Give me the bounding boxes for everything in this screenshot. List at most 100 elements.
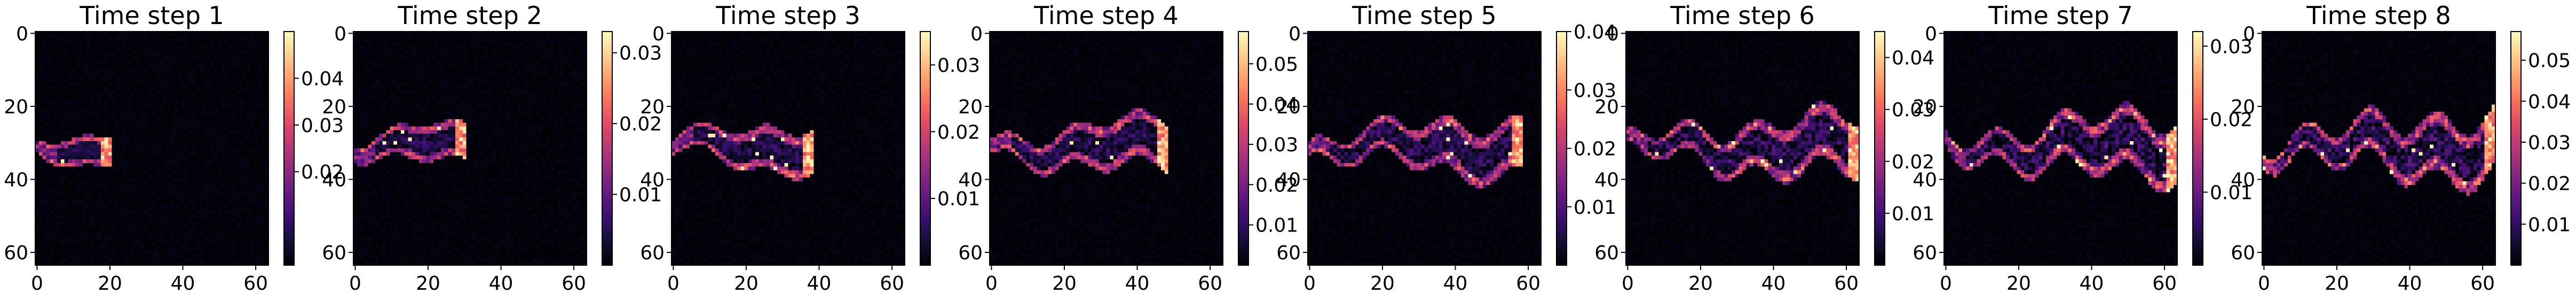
cb-tick-label-5-2: 0.03 [1574,80,1616,102]
plot-frame-1 [35,31,269,266]
panel-5: Time step 50 20 40 6002040600.010.020.030.0… [1276,1,1616,295]
heatmap-image-2 [353,32,587,265]
y-tick-label-7-3: 60 [1913,242,1937,264]
y-tick-label-3-1: 20 [640,96,665,118]
heatmap-image-1 [35,32,268,265]
cb-tick-label-7-1: 0.02 [2210,109,2253,131]
y-tick-label-1-2: 40 [4,169,28,191]
x-tick-label-5-3: 60 [1516,273,1540,295]
colorbar-8 [2511,32,2521,265]
x-tick-label-4-2: 40 [1125,273,1150,295]
x-tick-label-4-3: 60 [1198,273,1222,295]
y-tick-label-8-1: 20 [2231,96,2255,118]
x-tick-label-6-0: 0 [1622,273,1634,295]
y-tick-label-1-3: 60 [4,242,28,264]
x-tick-label-8-2: 40 [2398,273,2422,295]
plot-frame-8 [2262,31,2496,266]
cb-tick-label-8-4: 0.05 [2528,50,2571,72]
colorbar-frame-1 [283,31,295,266]
cb-tick-label-6-0: 0.01 [1892,203,1934,225]
panel-title-2: Time step 2 [397,1,542,30]
colorbar-4 [1238,32,1249,265]
x-tick-label-2-1: 20 [416,273,440,295]
cb-tick-label-3-2: 0.03 [937,55,980,76]
cb-tick-label-1-0: 0.02 [301,161,344,183]
y-tick-label-3-2: 40 [640,169,665,191]
x-tick-label-4-1: 20 [1052,273,1077,295]
x-tick-label-3-1: 20 [734,273,758,295]
heatmap-image-3 [671,32,905,265]
cb-tick-label-6-3: 0.04 [1892,48,1934,70]
panel-title-6: Time step 6 [1670,1,1815,30]
colorbar-frame-6 [1874,31,1885,266]
cb-tick-label-1-2: 0.04 [301,68,344,90]
panel-title-4: Time step 4 [1033,1,1179,30]
x-tick-label-7-1: 20 [2006,273,2031,295]
y-tick-label-2-1: 20 [322,96,346,118]
plot-frame-5 [1307,31,1542,266]
colorbar-3 [920,32,930,265]
panel-4: Time step 40 20 40 6002040600.010.020.030.0… [958,1,1298,295]
plot-frame-4 [989,31,1223,266]
y-tick-label-4-0: 0 [970,23,983,45]
cb-tick-label-5-1: 0.02 [1574,138,1616,160]
x-tick-label-1-2: 40 [171,273,195,295]
y-tick-label-5-0: 0 [1289,23,1301,45]
panel-8: Time step 80 20 40 6002040600.010.020.030.0… [2231,1,2571,295]
cb-tick-label-6-1: 0.02 [1892,151,1934,173]
panel-6: Time step 60 20 40 6002040600.010.020.030.0… [1594,1,1934,295]
panel-title-3: Time step 3 [715,1,860,30]
cb-tick-label-8-2: 0.03 [2528,132,2571,154]
cb-tick-label-7-2: 0.03 [2210,36,2253,58]
x-tick-label-7-3: 60 [2152,273,2177,295]
plot-frame-3 [671,31,905,266]
x-tick-label-5-2: 40 [1443,273,1468,295]
y-tick-label-6-3: 60 [1594,242,1619,264]
colorbar-7 [2193,32,2203,265]
cb-tick-label-2-0: 0.01 [619,184,662,206]
cb-tick-label-4-1: 0.02 [1255,174,1298,196]
x-tick-label-3-2: 40 [807,273,832,295]
x-tick-label-1-1: 20 [98,273,122,295]
cb-tick-label-4-0: 0.01 [1255,215,1298,237]
x-tick-label-1-0: 0 [31,273,43,295]
cb-tick-label-8-1: 0.02 [2528,173,2571,195]
x-tick-label-2-3: 60 [562,273,586,295]
colorbar-frame-8 [2510,31,2522,266]
cb-tick-label-7-0: 0.01 [2210,182,2253,204]
x-tick-label-5-1: 20 [1370,273,1395,295]
heatmap-image-8 [2262,32,2495,265]
plot-frame-7 [1943,31,2178,266]
x-tick-label-8-1: 20 [2325,273,2349,295]
y-tick-label-1-0: 0 [16,23,28,45]
x-tick-label-8-3: 60 [2470,273,2495,295]
heatmap-image-4 [990,32,1223,265]
heatmap-image-6 [1626,32,1859,265]
y-tick-label-6-1: 20 [1594,96,1619,118]
y-tick-label-3-0: 0 [652,23,665,45]
cb-tick-label-3-0: 0.01 [937,188,980,210]
panel-title-7: Time step 7 [1988,1,2133,30]
colorbar-5 [1556,32,1567,265]
y-tick-label-5-1: 20 [1276,96,1301,118]
x-tick-label-1-3: 60 [243,273,268,295]
heatmap-image-5 [1308,32,1541,265]
cb-tick-label-4-4: 0.05 [1255,53,1298,75]
cb-tick-label-8-0: 0.01 [2528,214,2571,236]
x-tick-label-5-0: 0 [1303,273,1316,295]
panel-title-1: Time step 1 [79,1,224,30]
cb-tick-label-8-3: 0.04 [2528,91,2571,113]
x-tick-label-2-0: 0 [349,273,361,295]
y-tick-label-8-3: 60 [2231,242,2255,264]
heatmap-image-7 [1944,32,2177,265]
colorbar-1 [284,32,294,265]
y-tick-label-8-2: 40 [2231,169,2255,191]
y-tick-label-2-0: 0 [334,23,346,45]
cb-tick-label-6-2: 0.03 [1892,99,1934,121]
panel-title-5: Time step 5 [1352,1,1497,30]
x-tick-label-3-3: 60 [880,273,904,295]
x-tick-label-6-3: 60 [1834,273,1859,295]
